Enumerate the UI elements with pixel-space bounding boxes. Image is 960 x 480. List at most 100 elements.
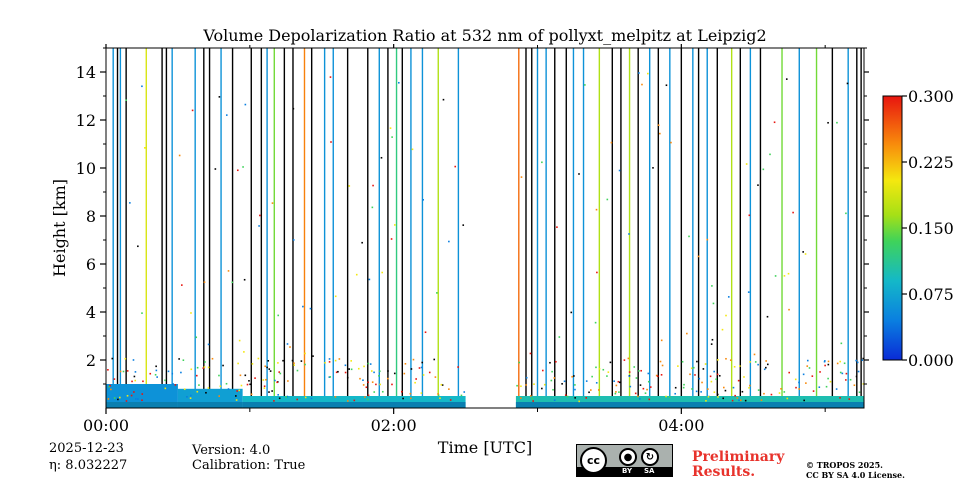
noise-mark — [134, 379, 137, 382]
noise-mark — [186, 396, 188, 398]
noise-mark — [590, 389, 592, 391]
noise-mark — [795, 386, 797, 389]
date-label: 2025-12-23 — [49, 441, 124, 456]
noise-mark — [258, 225, 260, 227]
version-label: Version: 4.0 — [192, 443, 271, 458]
noise-mark — [716, 373, 719, 376]
noise-mark — [282, 359, 284, 362]
noise-mark — [335, 371, 338, 374]
noise-mark — [202, 367, 205, 369]
noise-mark — [433, 358, 436, 361]
x-tick-label: 00:00 — [83, 416, 129, 435]
noise-mark — [707, 395, 710, 398]
noise-mark — [681, 360, 684, 363]
y-tick-label: 6 — [86, 255, 96, 274]
y-tick-label: 10 — [76, 159, 96, 178]
noise-mark — [598, 368, 601, 370]
noise-mark — [373, 371, 375, 374]
noise-mark — [141, 399, 143, 402]
noise-mark — [856, 361, 859, 364]
noise-mark — [237, 362, 239, 365]
noise-mark — [566, 395, 569, 398]
noise-mark — [628, 375, 631, 378]
noise-mark — [412, 358, 415, 361]
noise-mark — [310, 397, 313, 400]
noise-mark — [857, 370, 860, 373]
noise-mark — [748, 387, 750, 389]
noise-mark — [107, 369, 109, 371]
noise-mark — [555, 360, 557, 363]
x-tick-label: 04:00 — [658, 416, 704, 435]
noise-mark — [607, 371, 610, 373]
noise-mark — [808, 367, 811, 369]
noise-mark — [378, 375, 380, 377]
noise-mark — [525, 384, 527, 386]
noise-mark — [111, 357, 114, 360]
noise-mark — [428, 371, 431, 374]
noise-mark — [302, 305, 304, 308]
noise-mark — [602, 368, 605, 371]
noise-mark — [715, 378, 718, 381]
eta-label: η: 8.032227 — [49, 458, 128, 473]
noise-mark — [594, 321, 597, 324]
noise-mark — [350, 368, 353, 371]
noise-mark — [304, 396, 307, 399]
noise-mark — [723, 386, 725, 389]
noise-mark — [240, 384, 243, 387]
noise-mark — [393, 372, 396, 375]
noise-mark — [606, 198, 609, 201]
noise-mark — [754, 361, 757, 363]
noise-mark — [739, 365, 741, 367]
noise-mark — [628, 371, 631, 373]
noise-mark — [818, 386, 821, 389]
noise-mark — [855, 375, 858, 378]
noise-mark — [369, 363, 372, 365]
noise-mark — [827, 360, 830, 363]
noise-mark — [292, 107, 295, 110]
noise-mark — [424, 331, 427, 334]
noise-mark — [122, 370, 125, 373]
noise-mark — [835, 388, 838, 390]
noise-mark — [711, 338, 714, 341]
noise-mark — [273, 400, 275, 402]
noise-mark — [704, 363, 707, 365]
noise-mark — [156, 376, 158, 378]
colorbar-gradient — [882, 95, 903, 361]
noise-mark — [410, 368, 413, 370]
noise-mark — [462, 224, 465, 226]
noise-mark — [371, 381, 374, 383]
noise-mark — [420, 392, 423, 394]
noise-mark — [737, 379, 740, 382]
noise-mark — [710, 380, 713, 383]
noise-mark — [819, 371, 821, 373]
noise-mark — [665, 84, 668, 87]
noise-mark — [692, 366, 695, 369]
noise-mark — [840, 342, 843, 345]
noise-mark — [635, 377, 638, 379]
noise-mark — [244, 103, 247, 106]
noise-mark — [373, 391, 376, 393]
noise-mark — [615, 384, 618, 387]
noise-mark — [836, 362, 839, 365]
noise-mark — [574, 384, 576, 386]
noise-mark — [757, 363, 759, 366]
noise-mark — [618, 391, 620, 393]
noise-mark — [363, 365, 365, 368]
noise-mark — [584, 84, 586, 86]
noise-mark — [329, 76, 332, 78]
noise-mark — [573, 375, 575, 377]
noise-mark — [144, 147, 146, 149]
noise-mark — [794, 378, 797, 381]
noise-mark — [422, 199, 424, 201]
noise-mark — [411, 148, 414, 151]
noise-mark — [418, 367, 421, 369]
noise-mark — [862, 383, 864, 385]
y-axis-label: Height [km] — [50, 179, 69, 277]
noise-mark — [718, 374, 721, 377]
noise-mark — [674, 392, 677, 395]
noise-mark — [574, 397, 576, 399]
noise-mark — [803, 399, 805, 402]
noise-mark — [287, 380, 289, 382]
noise-mark — [760, 399, 763, 401]
